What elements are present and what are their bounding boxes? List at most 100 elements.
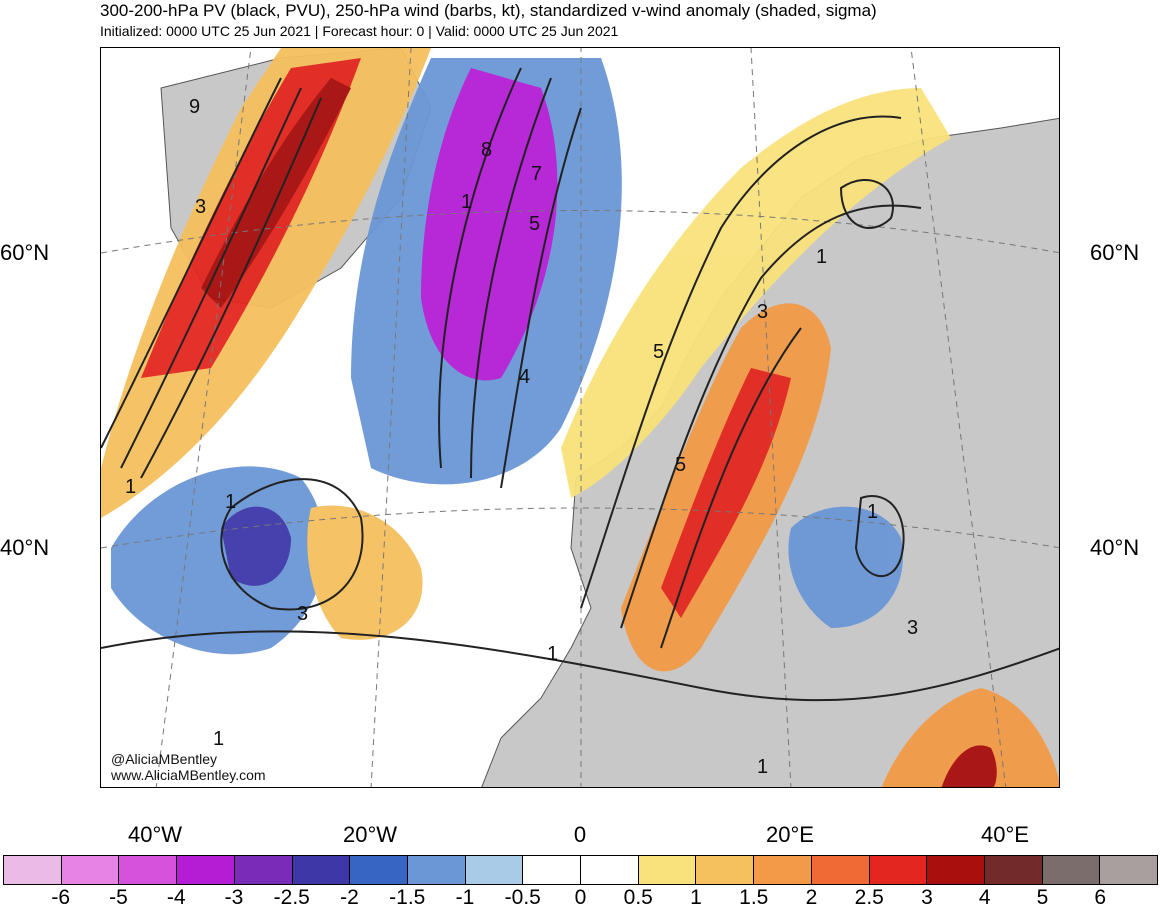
colorbar-cell bbox=[984, 856, 1043, 884]
colorbar-tick-label: -1 bbox=[455, 886, 475, 909]
colorbar-tick-label: -0.5 bbox=[504, 886, 541, 909]
map-canvas: 9 3 1 8 7 5 4 1 5 5 3 1 1 3 1 1 1 1 3 bbox=[101, 48, 1059, 787]
anomaly-atlantic-core bbox=[421, 68, 558, 381]
colorbar-cell bbox=[465, 856, 524, 884]
contour-label: 1 bbox=[547, 643, 558, 665]
colorbar-tick-label: 4 bbox=[978, 886, 991, 909]
contour-label: 8 bbox=[481, 139, 492, 161]
colorbar-tick-label: -2 bbox=[340, 886, 359, 909]
pv-contour-atlantic-1 bbox=[438, 67, 522, 469]
credit-website[interactable]: www.AliciaMBentley.com bbox=[111, 767, 266, 783]
anomaly-greenland-core bbox=[201, 78, 351, 308]
colorbar-tick-label: -5 bbox=[109, 886, 128, 909]
colorbar-cell bbox=[1100, 856, 1158, 884]
contour-label: 3 bbox=[195, 196, 206, 218]
contour-label: 3 bbox=[757, 301, 768, 323]
colorbar-tick-label: 2.5 bbox=[854, 886, 884, 909]
anomaly-scandinavia-positive bbox=[561, 88, 951, 498]
colorbar-tick-label: -6 bbox=[51, 886, 71, 909]
colorbar-cell bbox=[177, 856, 235, 884]
meridian-20w bbox=[370, 48, 412, 787]
credit-handle: @AliciaMBentley bbox=[111, 751, 218, 767]
colorbar-cell bbox=[581, 856, 639, 884]
colorbar-cell bbox=[61, 856, 120, 884]
chart-title: 300-200-hPa PV (black, PVU), 250-hPa win… bbox=[100, 1, 877, 20]
colorbar-tick-label: 1.5 bbox=[739, 886, 769, 909]
pv-contour-south bbox=[101, 630, 1059, 702]
contour-label: 1 bbox=[225, 491, 236, 513]
contour-label-layer: 9 3 1 8 7 5 4 1 5 5 3 1 1 3 1 1 1 1 3 bbox=[125, 96, 918, 778]
anomaly-greenland-positive bbox=[101, 48, 431, 518]
pv-contour-europe-3 bbox=[660, 327, 802, 649]
colorbar-tick-label: -2.5 bbox=[273, 886, 310, 909]
colorbar-cell bbox=[523, 856, 582, 884]
contour-label: 1 bbox=[867, 501, 878, 523]
colorbar-cell bbox=[407, 856, 466, 884]
contour-label: 5 bbox=[653, 341, 664, 363]
lat-label-40n-left: 40°N bbox=[0, 535, 50, 560]
lon-label-20e: 20°E bbox=[766, 822, 814, 847]
pv-contour-blacksea bbox=[854, 495, 905, 578]
colorbar-cell bbox=[4, 856, 62, 884]
pv-contour-atlantic-3 bbox=[500, 107, 582, 489]
lon-label-40e: 40°E bbox=[981, 822, 1029, 847]
colorbar-cell bbox=[292, 856, 351, 884]
meridian-20e bbox=[750, 48, 792, 787]
colorbar-tick-label: -1.5 bbox=[389, 886, 426, 909]
colorbar-tick-label: 3 bbox=[921, 886, 933, 909]
contour-label: 5 bbox=[675, 454, 686, 476]
contour-label: 1 bbox=[213, 728, 224, 750]
contour-label: 9 bbox=[189, 96, 200, 118]
anomaly-shading bbox=[101, 48, 1059, 787]
colorbar-tick-label: 0.5 bbox=[623, 886, 653, 909]
pv-contour-greenland-3 bbox=[140, 97, 322, 479]
colorbar-tick-label: 1 bbox=[690, 886, 702, 909]
colorbar-cell bbox=[696, 856, 755, 884]
pv-contour-greenland-1 bbox=[101, 77, 282, 449]
colorbar-cell bbox=[350, 856, 408, 884]
lon-label-20w: 20°W bbox=[342, 822, 398, 847]
colorbar-tick-label: 2 bbox=[805, 886, 818, 909]
pv-contour-greenland-2 bbox=[120, 87, 302, 469]
contour-label: 1 bbox=[125, 476, 136, 498]
colorbar-tick-label: 6 bbox=[1094, 886, 1107, 909]
lon-label-0: 0 bbox=[573, 822, 587, 847]
colorbar-cell bbox=[119, 856, 178, 884]
meridian-40w bbox=[155, 48, 252, 787]
pv-contours bbox=[101, 67, 1059, 702]
contour-label: 1 bbox=[757, 756, 768, 778]
pv-contour-finland bbox=[839, 178, 894, 229]
colorbar-tick-label: -4 bbox=[166, 886, 186, 909]
contour-label: 3 bbox=[907, 617, 918, 639]
colorbar-cell bbox=[234, 856, 293, 884]
colorbar-tick-label: 5 bbox=[1036, 886, 1049, 909]
anomaly-blacksea-negative bbox=[788, 506, 903, 628]
colorbar-cell bbox=[638, 856, 697, 884]
anomaly-azores-core bbox=[221, 506, 291, 586]
meridian-40e bbox=[910, 48, 1007, 787]
colorbar-tick-label: -3 bbox=[224, 886, 244, 909]
lat-label-40n-right: 40°N bbox=[1090, 535, 1140, 560]
anomaly-mideast-core bbox=[941, 745, 997, 787]
pv-contour-atlantic-2 bbox=[470, 77, 552, 479]
anomaly-azores-positive bbox=[307, 505, 423, 640]
contour-label: 4 bbox=[519, 366, 530, 388]
colorbar-cell bbox=[811, 856, 870, 884]
colorbar-tick-label: 0 bbox=[574, 886, 587, 909]
colorbar-cell bbox=[927, 856, 985, 884]
pv-contour-europe-1 bbox=[580, 115, 902, 609]
pv-contour-azores bbox=[220, 478, 364, 611]
lat-label-60n-right: 60°N bbox=[1090, 240, 1140, 265]
colorbar-cell bbox=[869, 856, 928, 884]
lon-label-40w: 40°W bbox=[127, 822, 183, 847]
chart-subtitle: Initialized: 0000 UTC 25 Jun 2021 | Fore… bbox=[100, 23, 619, 39]
contour-label: 3 bbox=[297, 603, 308, 625]
contour-label: 1 bbox=[816, 246, 827, 268]
colorbar-cell bbox=[754, 856, 812, 884]
contour-label: 1 bbox=[461, 191, 472, 213]
colorbar-cell bbox=[1042, 856, 1101, 884]
weather-map: 9 3 1 8 7 5 4 1 5 5 3 1 1 3 1 1 1 1 3 @A… bbox=[100, 47, 1060, 788]
contour-label: 5 bbox=[529, 213, 540, 235]
colorbar bbox=[3, 855, 1158, 885]
anomaly-mideast-positive bbox=[881, 688, 1059, 787]
